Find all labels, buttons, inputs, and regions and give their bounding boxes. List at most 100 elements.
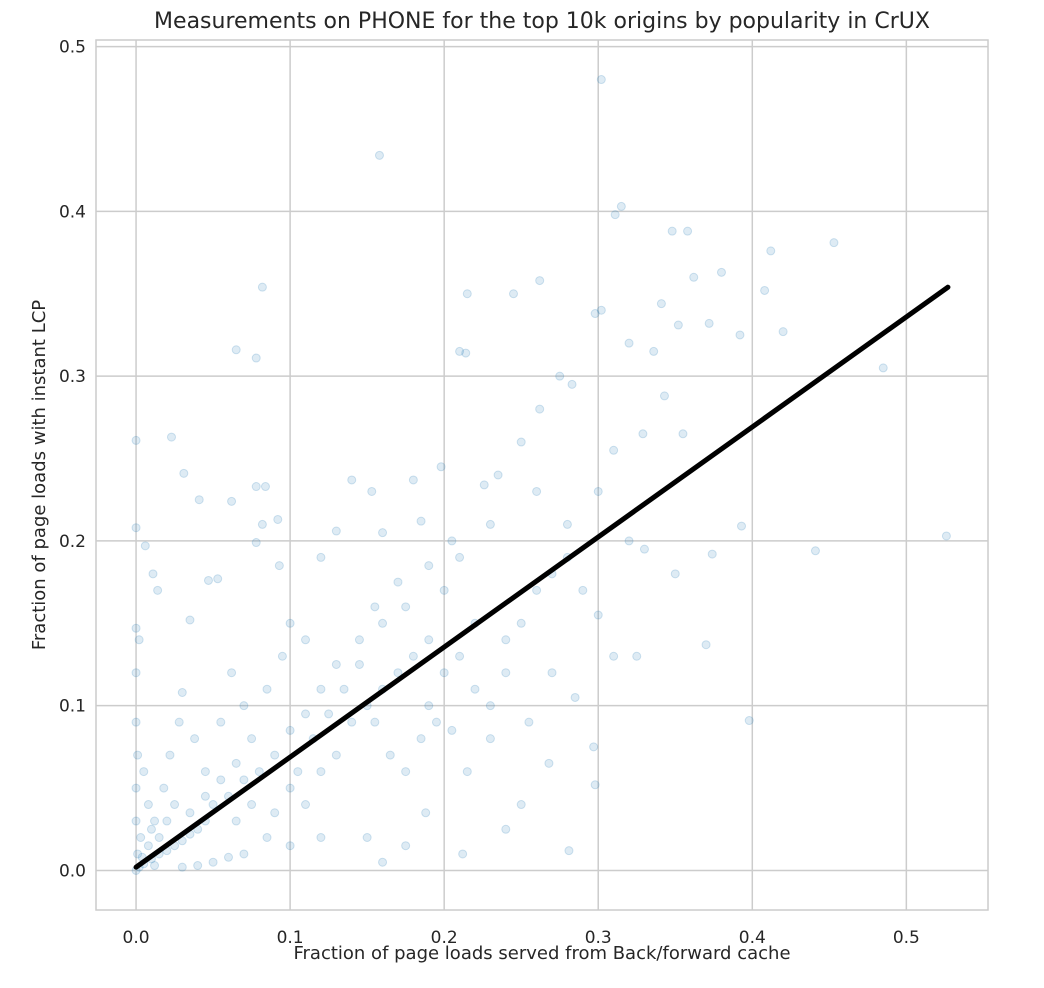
scatter-point <box>458 849 468 859</box>
scatter-point <box>316 767 326 777</box>
scatter-point <box>262 684 272 694</box>
scatter-point <box>150 861 160 871</box>
y-tick-label: 0.4 <box>59 202 86 222</box>
scatter-point <box>656 299 666 309</box>
scatter-point <box>131 783 141 793</box>
scatter-point <box>436 462 446 472</box>
scatter-point <box>166 432 176 442</box>
x-axis-label: Fraction of page loads served from Back/… <box>293 943 790 964</box>
y-tick-label: 0.3 <box>59 367 86 387</box>
scatter-point <box>470 684 480 694</box>
x-tick-label: 0.5 <box>893 928 920 948</box>
scatter-point <box>544 758 554 768</box>
scatter-point <box>153 585 163 595</box>
plot-frame <box>95 39 989 911</box>
scatter-point <box>231 816 241 826</box>
scatter-point <box>516 618 526 628</box>
scatter-point <box>744 716 754 726</box>
scatter-point <box>401 767 411 777</box>
scatter-point <box>251 353 261 363</box>
scatter-point <box>285 725 295 735</box>
scatter-point <box>624 338 634 348</box>
scatter-point <box>766 246 776 256</box>
scatter-point <box>596 305 606 315</box>
scatter-point <box>316 684 326 694</box>
y-tick-label: 0.2 <box>59 532 86 552</box>
scatter-point <box>649 346 659 356</box>
scatter-point <box>177 688 187 697</box>
scatter-point <box>378 618 388 628</box>
scatter-point <box>485 734 495 744</box>
scatter-point <box>578 585 588 595</box>
scatter-point <box>162 816 172 826</box>
scatter-point <box>408 475 418 485</box>
scatter-point <box>596 75 606 85</box>
scatter-point <box>179 468 189 478</box>
scatter-point <box>247 800 257 810</box>
x-tick-labels: 0.0 0.1 0.2 0.3 0.4 0.5 <box>123 928 920 948</box>
scatter-point <box>143 800 153 810</box>
scatter-point <box>439 668 449 678</box>
scatter-point <box>347 717 357 727</box>
scatter-point <box>154 833 164 842</box>
scatter-points <box>131 75 951 875</box>
scatter-point <box>590 309 600 319</box>
scatter-point <box>260 482 270 492</box>
scatter-point <box>485 519 495 529</box>
scatter-point <box>193 861 203 871</box>
x-tick-label: 0.4 <box>739 928 766 948</box>
scatter-point <box>447 536 457 546</box>
scatter-point <box>401 602 411 612</box>
scatter-point <box>408 651 418 661</box>
scatter-point <box>251 538 261 548</box>
scatter-point <box>273 514 283 524</box>
scatter-point <box>227 668 237 678</box>
scatter-point <box>524 717 534 727</box>
scatter-point <box>567 379 577 389</box>
scatter-point <box>185 615 195 625</box>
scatter-point <box>231 758 241 768</box>
scatter-point <box>659 391 669 401</box>
scatter-point <box>347 475 357 485</box>
scatter-point <box>339 684 349 694</box>
scatter-point <box>455 346 465 356</box>
scatter-point <box>331 659 341 669</box>
scatter-point <box>421 808 431 818</box>
scatter-point <box>194 495 204 505</box>
scatter-point <box>485 701 495 711</box>
scatter-point <box>667 226 677 236</box>
scatter-point <box>270 750 280 760</box>
scatter-point <box>316 833 326 842</box>
scatter-point <box>670 569 680 579</box>
scatter-point <box>673 320 683 330</box>
scatter-point <box>374 150 384 160</box>
y-tick-labels: 0.0 0.1 0.2 0.3 0.4 0.5 <box>59 38 86 882</box>
scatter-point <box>564 846 574 856</box>
scatter-point <box>134 635 144 645</box>
scatter-point <box>609 651 619 661</box>
scatter-point <box>231 345 241 355</box>
scatter-point <box>555 371 565 381</box>
scatter-point <box>678 429 688 439</box>
scatter-point <box>589 742 599 752</box>
x-tick-label: 0.3 <box>585 928 612 948</box>
scatter-point <box>532 486 542 496</box>
scatter-point <box>170 800 180 810</box>
scatter-point <box>185 808 195 818</box>
scatter-point <box>285 841 295 851</box>
scatter-point <box>131 623 141 633</box>
scatter-point <box>208 857 218 867</box>
scatter-point <box>216 717 226 727</box>
scatter-point <box>203 575 213 585</box>
scatter-point <box>301 635 311 645</box>
scatter-point <box>223 852 233 862</box>
scatter-point <box>593 610 603 620</box>
scatter-point <box>778 327 788 337</box>
scatter-point <box>251 482 261 492</box>
scatter-point <box>535 404 545 414</box>
scatter-point <box>760 285 770 295</box>
scatter-point <box>354 659 364 669</box>
scatter-point <box>165 750 175 760</box>
scatter-point <box>274 561 284 571</box>
